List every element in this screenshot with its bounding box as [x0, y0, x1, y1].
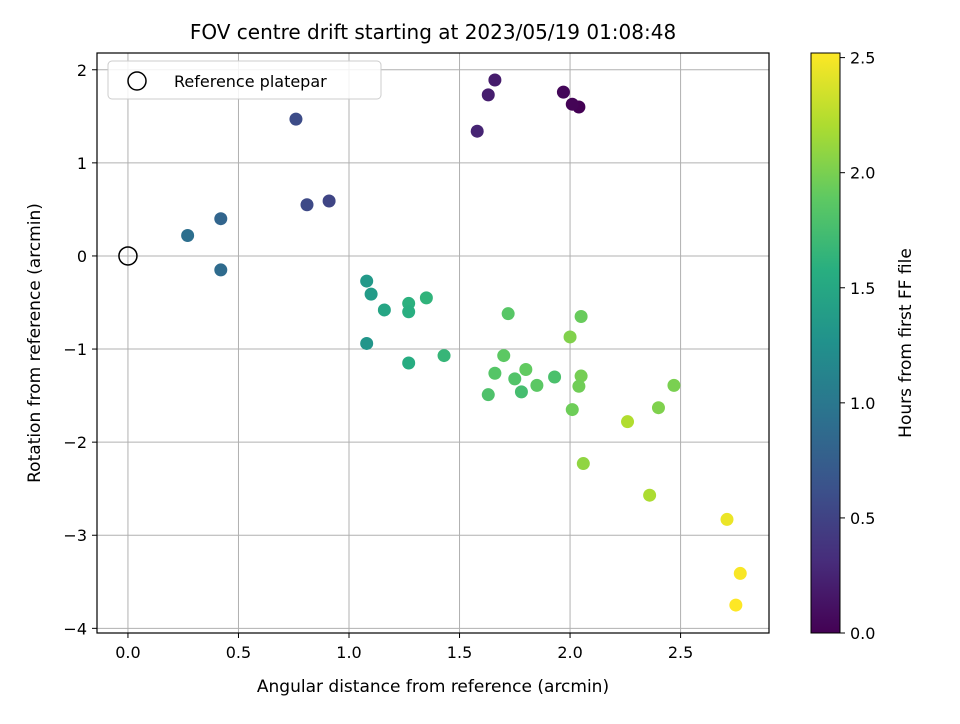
reference-point: [118, 246, 138, 266]
data-point: [322, 194, 336, 208]
x-axis-label: Angular distance from reference (arcmin): [257, 677, 609, 697]
data-point: [419, 291, 433, 305]
data-point: [360, 274, 374, 288]
grid-lines: [97, 53, 769, 633]
colorbar-tick-label: 1.0: [850, 394, 875, 413]
data-point: [556, 85, 570, 99]
y-tick-label: −3: [63, 526, 87, 545]
x-tick-label: 0.0: [115, 643, 140, 662]
data-point: [501, 307, 515, 321]
colorbar-gradient: [810, 52, 841, 634]
data-point: [360, 336, 374, 350]
data-point: [488, 73, 502, 87]
x-tick-label: 1.5: [447, 643, 472, 662]
data-point: [574, 309, 588, 323]
data-point: [289, 112, 303, 126]
data-point: [576, 457, 590, 471]
data-point: [481, 88, 495, 102]
y-tick-label: −2: [63, 433, 87, 452]
data-point: [497, 349, 511, 363]
data-point: [470, 124, 484, 138]
colorbar-label: Hours from first FF file: [896, 248, 916, 438]
data-point: [214, 263, 228, 277]
data-point: [667, 378, 681, 392]
colorbar-tick-label: 0.5: [850, 509, 875, 528]
data-point: [621, 415, 635, 429]
data-point: [651, 401, 665, 415]
data-point: [402, 305, 416, 319]
data-point: [364, 287, 378, 301]
data-point: [508, 372, 522, 386]
data-point: [572, 379, 586, 393]
colorbar-ticks: 0.0 0.5 1.0 1.5 2.0 2.5: [840, 49, 875, 643]
y-tick-label: −4: [63, 619, 87, 638]
x-tick-label: 0.5: [226, 643, 251, 662]
data-point: [181, 228, 195, 242]
y-tick-label: 0: [77, 247, 87, 266]
legend: Reference platepar: [107, 60, 382, 100]
legend-label: Reference platepar: [174, 72, 327, 91]
x-tick-label: 2.0: [557, 643, 582, 662]
data-point: [519, 363, 533, 377]
data-point: [481, 388, 495, 402]
chart-title: FOV centre drift starting at 2023/05/19 …: [190, 20, 676, 44]
y-tick-label: 1: [77, 154, 87, 173]
colorbar-tick-label: 0.0: [850, 624, 875, 643]
data-points: [118, 73, 747, 612]
legend-box: [107, 60, 382, 100]
x-axis-ticks: 0.0 0.5 1.0 1.5 2.0 2.5: [115, 633, 693, 662]
data-point: [530, 378, 544, 392]
colorbar-tick-label: 1.5: [850, 279, 875, 298]
x-tick-label: 1.0: [336, 643, 361, 662]
y-tick-label: 2: [77, 61, 87, 80]
y-axis-label: Rotation from reference (arcmin): [25, 203, 45, 483]
colorbar: 0.0 0.5 1.0 1.5 2.0 2.5 Hours from first FF f…: [810, 49, 916, 643]
legend-marker: [127, 71, 147, 91]
colorbar-tick-label: 2.5: [850, 49, 875, 68]
data-point: [300, 198, 314, 212]
data-point: [214, 212, 228, 226]
x-tick-label: 2.5: [668, 643, 693, 662]
colorbar-tick-label: 2.0: [850, 164, 875, 183]
data-point: [574, 369, 588, 383]
data-point: [563, 330, 577, 344]
data-point: [733, 566, 747, 580]
data-point: [377, 303, 391, 317]
data-point: [565, 403, 579, 417]
data-point: [488, 366, 502, 380]
plot-frame: [96, 52, 770, 634]
y-axis-ticks: 2 1 0 −1 −2 −3 −4: [63, 61, 97, 638]
data-point: [729, 598, 743, 612]
data-point: [514, 385, 528, 399]
data-point: [548, 370, 562, 384]
y-tick-label: −1: [63, 340, 87, 359]
data-point: [402, 356, 416, 370]
data-point: [565, 97, 579, 111]
data-point: [437, 349, 451, 363]
data-point: [720, 512, 734, 526]
data-point: [643, 488, 657, 502]
